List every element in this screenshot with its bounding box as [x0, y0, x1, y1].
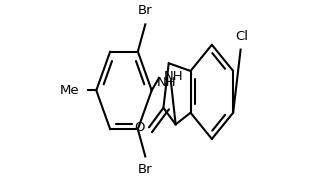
Text: Br: Br: [138, 4, 152, 17]
Text: NH: NH: [157, 75, 177, 89]
Text: NH: NH: [163, 70, 183, 83]
Text: Me: Me: [60, 84, 80, 97]
Text: O: O: [134, 121, 145, 134]
Text: Br: Br: [138, 163, 152, 176]
Text: Cl: Cl: [235, 30, 248, 43]
